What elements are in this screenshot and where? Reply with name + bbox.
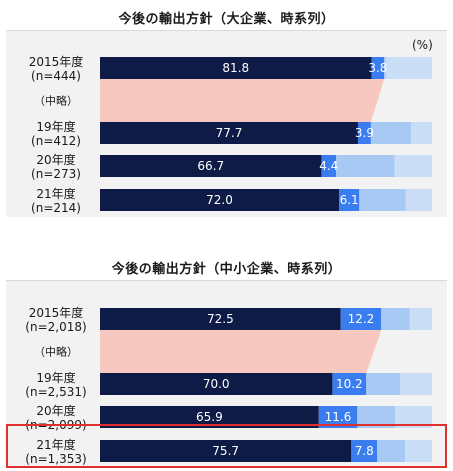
chart-title: 今後の輸出方針（中小企業、時系列） <box>111 262 342 277</box>
stacked-bar-chart-large: （中略） 2015年度(n=444) 81.8 3.8 19年度(n=412) 77.7 3… <box>29 54 432 215</box>
bar-segment-maintain <box>339 189 360 211</box>
bar-segment-expand <box>100 189 340 211</box>
bar-segment-reduce <box>370 122 412 144</box>
omission-label: （中略） <box>34 94 78 108</box>
bar-segment-remainder <box>398 406 432 428</box>
row-label-year: 21年度 <box>36 186 75 201</box>
chart-panel-sme: 今後の輸出方針（中小企業、時系列） （中略） 2015年度 (n=2,018) 72.… <box>0 250 453 471</box>
bar-segment-remainder <box>408 189 432 211</box>
bar-segment-remainder <box>411 308 432 330</box>
bar-segment-maintain <box>340 308 382 330</box>
chart-title: 今後の輸出方針（大企業、時系列） <box>118 12 335 27</box>
bar-segment-reduce <box>359 189 406 211</box>
data-label: 4.4 <box>319 159 338 173</box>
data-label: 72.5 <box>207 312 234 326</box>
row-label-year: 19年度 <box>36 370 75 385</box>
row-label-n: (n=273) <box>31 167 81 181</box>
row-label-n: (n=412) <box>31 134 81 148</box>
data-label: 70.0 <box>203 377 230 391</box>
data-label: 3.9 <box>355 126 374 140</box>
highlight-box <box>6 424 447 468</box>
bar-segment-expand <box>100 155 322 177</box>
row-label-year: 21年度 <box>36 437 75 452</box>
bar-segment-remainder <box>415 122 432 144</box>
bar-segment-maintain <box>318 406 358 428</box>
bar-segment-maintain <box>351 440 378 462</box>
stacked-bar-chart-sme: （中略） 2015年度(n=2,018) 72.5 12.2 19年度(n=2,531)… <box>25 305 432 466</box>
bar-segment-withdraw <box>395 406 399 428</box>
omission-connector <box>100 330 382 373</box>
data-label: 7.8 <box>355 444 374 458</box>
bar-segment-expand <box>100 122 358 144</box>
bar-segment-withdraw <box>385 57 388 79</box>
bar-segment-reduce <box>357 406 396 428</box>
bar-segment-remainder <box>407 440 432 462</box>
bar-segment-reduce <box>381 308 410 330</box>
row-label-year: 20年度 <box>36 403 75 418</box>
bar-segment-expand <box>100 373 333 395</box>
bar-segment-reduce <box>384 57 386 79</box>
bar-segment-maintain <box>321 155 337 177</box>
data-label: 11.6 <box>325 410 352 424</box>
row-label-n: (n=444) <box>31 69 81 83</box>
bar-segment-withdraw <box>409 308 412 330</box>
row-label-n: (n=2,018) <box>25 320 86 334</box>
bar-segment-withdraw <box>400 373 403 395</box>
data-label: 65.9 <box>196 410 223 424</box>
bar-segment-reduce <box>377 440 406 462</box>
row-label-n: (n=2,531) <box>25 385 86 399</box>
bar-segment-expand <box>100 406 319 428</box>
bar-segment-withdraw <box>405 189 409 211</box>
data-label: 10.2 <box>336 377 363 391</box>
data-label: 3.8 <box>368 61 387 75</box>
row-label-year: 20年度 <box>36 152 75 167</box>
row-label-n: (n=214) <box>31 201 81 215</box>
bar-segment-reduce <box>366 373 401 395</box>
omission-label: （中略） <box>34 345 78 359</box>
unit-label: (%) <box>412 38 433 52</box>
data-label: 6.1 <box>340 193 359 207</box>
bar-segment-expand <box>100 308 341 330</box>
bar-segment-maintain <box>371 57 385 79</box>
row-label-year: 19年度 <box>36 119 75 134</box>
data-label: 77.7 <box>216 126 243 140</box>
bar-segment-remainder <box>402 373 432 395</box>
row-label-n: (n=1,353) <box>25 452 86 466</box>
data-label: 72.0 <box>206 193 233 207</box>
bar-segment-maintain <box>357 122 371 144</box>
row-label-year: 2015年度 <box>29 305 84 320</box>
bar-segment-expand <box>100 440 352 462</box>
chart-panel-large-firms: 今後の輸出方針（大企業、時系列） (%) （中略） 2015年度 (n=444) 81… <box>0 0 453 220</box>
bar-segment-remainder <box>387 57 432 79</box>
data-label: 75.7 <box>212 444 239 458</box>
bar-segment-withdraw <box>405 440 408 462</box>
data-label: 12.2 <box>348 312 375 326</box>
data-label: 81.8 <box>222 61 249 75</box>
bar-segment-expand <box>100 57 372 79</box>
omission-connector <box>100 79 385 122</box>
bar-segment-maintain <box>332 373 367 395</box>
data-label: 66.7 <box>197 159 224 173</box>
bar-segment-withdraw <box>411 122 416 144</box>
bar-segment-withdraw <box>394 155 396 177</box>
bar-segment-reduce <box>336 155 395 177</box>
row-label-year: 2015年度 <box>29 54 84 69</box>
bar-segment-remainder <box>395 155 432 177</box>
